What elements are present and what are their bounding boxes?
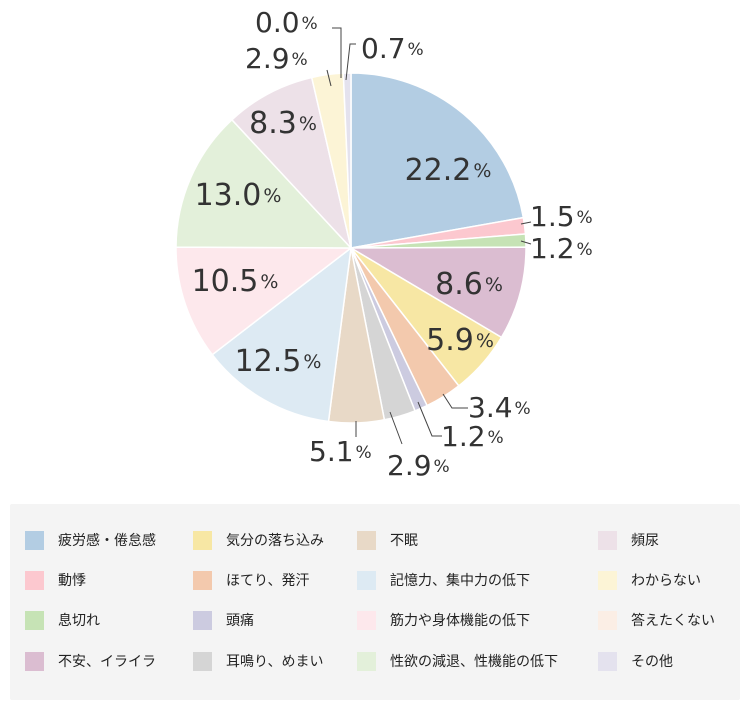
legend-swatch — [598, 610, 617, 630]
legend-swatch — [25, 651, 44, 671]
leader-line — [345, 43, 356, 81]
legend-label: 気分の落ち込み — [226, 533, 324, 549]
legend-swatch — [598, 651, 617, 671]
legend-swatch — [357, 610, 376, 630]
percentage-label: 0.0% — [255, 6, 318, 39]
legend-item: 不安、イライラ — [25, 650, 156, 672]
legend-item: 耳鳴り、めまい — [193, 650, 323, 672]
legend-item: その他 — [598, 650, 673, 672]
legend-item: 性欲の減退、性機能の低下 — [357, 650, 558, 672]
legend-swatch — [357, 530, 376, 550]
legend: 疲労感・倦怠感 動悸息切れ不安、イライラ 気分の落ち込み ほてり、発汗 頭痛耳鳴り、めま… — [10, 504, 740, 700]
legend-label: 不眠 — [390, 533, 418, 549]
legend-item: ほてり、発汗 — [193, 569, 309, 591]
percentage-label: 1.5% — [530, 200, 593, 233]
legend-label: 耳鳴り、めまい — [226, 654, 324, 670]
legend-swatch — [25, 530, 44, 550]
legend-swatch — [193, 651, 212, 671]
legend-item: 動悸 — [25, 569, 86, 591]
leader-line — [326, 69, 332, 87]
pie-slice — [350, 72, 525, 249]
percentage-label: 10.5% — [192, 264, 279, 299]
legend-label: 動悸 — [58, 573, 86, 589]
leader-line — [332, 27, 342, 78]
leader-line — [520, 240, 532, 245]
legend-swatch — [598, 570, 617, 590]
legend-item: 疲労感・倦怠感 — [25, 529, 156, 551]
legend-label: ほてり、発汗 — [226, 573, 310, 589]
legend-label: 性欲の減退、性機能の低下 — [390, 654, 558, 670]
legend-item: 記憶力、集中力の低下 — [357, 569, 530, 591]
legend-swatch — [598, 530, 617, 550]
pie-slice — [175, 118, 353, 249]
percentage-label: 22.2% — [405, 153, 492, 188]
percentage-label: 2.9% — [387, 449, 450, 482]
legend-label: 頻尿 — [631, 533, 659, 549]
pie-slice — [348, 246, 527, 339]
legend-swatch — [357, 651, 376, 671]
legend-label: その他 — [631, 654, 673, 670]
pie-slice — [175, 246, 354, 356]
percentage-label: 2.9% — [245, 42, 308, 75]
percentage-labels: 22.2 %1.5 %1.2 %8.6 %5.9 %3.4 %1.2 %2.9 %5.1 %12.… — [192, 6, 593, 482]
legend-swatch — [193, 530, 212, 550]
legend-swatch — [193, 570, 212, 590]
percentage-label: 5.9% — [426, 323, 494, 358]
legend-label: 頭痛 — [226, 613, 254, 629]
legend-label: 息切れ — [58, 613, 100, 629]
legend-item: 息切れ — [25, 609, 100, 631]
legend-label: わからない — [631, 573, 701, 589]
legend-item: わからない — [598, 569, 701, 591]
percentage-label: 3.4% — [468, 391, 531, 424]
percentage-label: 13.0% — [195, 178, 282, 213]
legend-swatch — [25, 610, 44, 630]
percentage-label: 8.6% — [435, 267, 503, 302]
percentage-label: 8.3% — [249, 106, 317, 141]
legend-label: 記憶力、集中力の低下 — [390, 573, 530, 589]
legend-label: 疲労感・倦怠感 — [58, 533, 156, 549]
legend-item: 答えたくない — [598, 609, 715, 631]
legend-swatch — [357, 570, 376, 590]
pie-chart: 22.2 %1.5 %1.2 %8.6 %5.9 %3.4 %1.2 %2.9 %5.1 %12.… — [175, 6, 593, 482]
legend-label: 筋力や身体機能の低下 — [390, 613, 530, 629]
pie-slices — [175, 72, 527, 424]
percentage-label: 1.2% — [530, 232, 593, 265]
legend-item: 不眠 — [357, 529, 418, 551]
legend-item: 頻尿 — [598, 529, 659, 551]
legend-label: 不安、イライラ — [58, 654, 156, 670]
percentage-label: 0.7% — [361, 32, 424, 65]
leader-line — [417, 401, 442, 437]
leader-line — [520, 221, 532, 225]
leader-lines — [326, 27, 532, 445]
legend-item: 気分の落ち込み — [193, 529, 324, 551]
legend-item: 筋力や身体機能の低下 — [357, 609, 530, 631]
percentage-label: 5.1% — [309, 435, 372, 468]
legend-swatch — [193, 610, 212, 630]
legend-label: 答えたくない — [631, 613, 715, 629]
percentage-label: 1.2% — [441, 420, 504, 453]
legend-item: 頭痛 — [193, 609, 254, 631]
percentage-label: 12.5% — [235, 344, 322, 379]
leader-line — [442, 393, 468, 409]
leader-line — [389, 411, 403, 445]
legend-swatch — [25, 570, 44, 590]
pie-slice — [211, 246, 352, 423]
